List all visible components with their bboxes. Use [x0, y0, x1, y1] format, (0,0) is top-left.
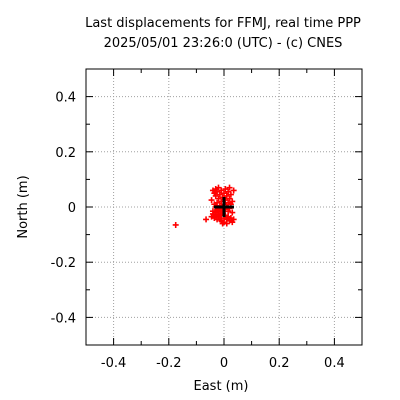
x-tick-label: 0	[220, 356, 228, 371]
data-point-44	[227, 191, 234, 198]
y-tick-label: -0.4	[51, 311, 76, 326]
y-tick-label: 0.4	[55, 91, 76, 106]
data-point-43	[226, 184, 233, 191]
data-point-59	[229, 198, 236, 205]
chart-title: Last displacements for FFMJ, real time P…	[85, 16, 361, 31]
y-axis-label: North (m)	[16, 175, 31, 238]
x-axis-label: East (m)	[194, 379, 249, 394]
x-tick-label: -0.2	[156, 356, 181, 371]
axis-ticks	[85, 68, 363, 346]
data-point-64	[230, 187, 237, 194]
x-tick-label: 0.2	[269, 356, 290, 371]
y-tick-label: 0.2	[55, 146, 76, 161]
chart-subtitle: 2025/05/01 23:26:0 (UTC) - (c) CNES	[104, 36, 343, 51]
reference-marker	[214, 197, 234, 217]
data-point-0	[172, 221, 179, 228]
data-point-62	[219, 220, 226, 227]
data-point-61	[208, 197, 215, 204]
x-tick-labels: -0.4 -0.2 0 0.2 0.4	[101, 356, 345, 371]
data-point-1	[203, 216, 210, 223]
data-point-58	[229, 209, 236, 216]
data-point-63	[230, 216, 237, 223]
y-tick-labels: -0.4 -0.2 0 0.2 0.4	[51, 91, 76, 327]
x-tick-label: -0.4	[101, 356, 126, 371]
x-tick-label: 0.4	[324, 356, 345, 371]
y-tick-label: 0	[68, 201, 76, 216]
data-point-60	[209, 208, 216, 215]
plot-frame	[85, 68, 363, 346]
y-tick-label: -0.2	[51, 256, 76, 271]
reference-cross	[214, 197, 234, 217]
